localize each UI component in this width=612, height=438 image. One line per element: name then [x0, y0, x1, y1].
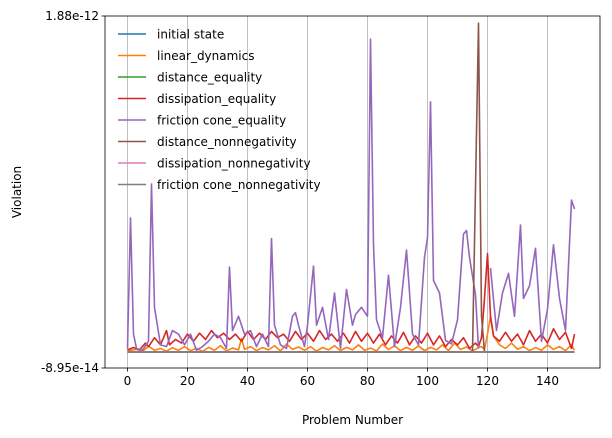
legend-label-linear-dynamics: linear_dynamics	[157, 49, 255, 63]
x-gridlines	[127, 16, 548, 368]
legend-label-distance-equality: distance_equality	[157, 71, 262, 85]
x-tick-label: 140	[536, 374, 559, 388]
y-tick-label: -8.95e-14	[41, 361, 99, 375]
x-tick-label: 80	[360, 374, 375, 388]
x-tick-label: 60	[300, 374, 315, 388]
plot-lines	[126, 22, 576, 353]
x-axis-ticks: 0 20 40 60 80 100 120 140	[124, 368, 559, 388]
series-line-friction-cone-equality	[489, 199, 576, 343]
legend: initial state linear_dynamics distance_equ…	[118, 28, 321, 192]
series-line-friction-cone-equality	[126, 38, 480, 352]
legend-label-friction-cone-nonnegativity: friction cone_nonnegativity	[157, 178, 321, 192]
series-line-linear-dynamics	[127, 315, 576, 353]
x-tick-label: 120	[476, 374, 499, 388]
x-tick-label: 100	[416, 374, 439, 388]
x-tick-label: 0	[124, 374, 132, 388]
y-axis-ticks: -8.95e-14 1.88e-12	[41, 9, 105, 375]
legend-label-dissipation-equality: dissipation_equality	[157, 92, 276, 106]
legend-label-initial-state: initial state	[157, 28, 224, 42]
plot-frame	[104, 15, 601, 369]
y-tick-label: 1.88e-12	[45, 9, 99, 23]
x-tick-label: 40	[240, 374, 255, 388]
legend-label-distance-nonnegativity: distance_nonnegativity	[157, 135, 297, 149]
legend-label-dissipation-nonnegativity: dissipation_nonnegativity	[157, 157, 311, 171]
x-tick-label: 20	[180, 374, 195, 388]
y-axis-label: Violation	[10, 166, 24, 218]
x-axis-label: Problem Number	[302, 413, 403, 427]
series-line-dissipation-equality	[127, 252, 576, 351]
legend-label-friction-cone-equality: friction cone_equality	[157, 114, 286, 128]
